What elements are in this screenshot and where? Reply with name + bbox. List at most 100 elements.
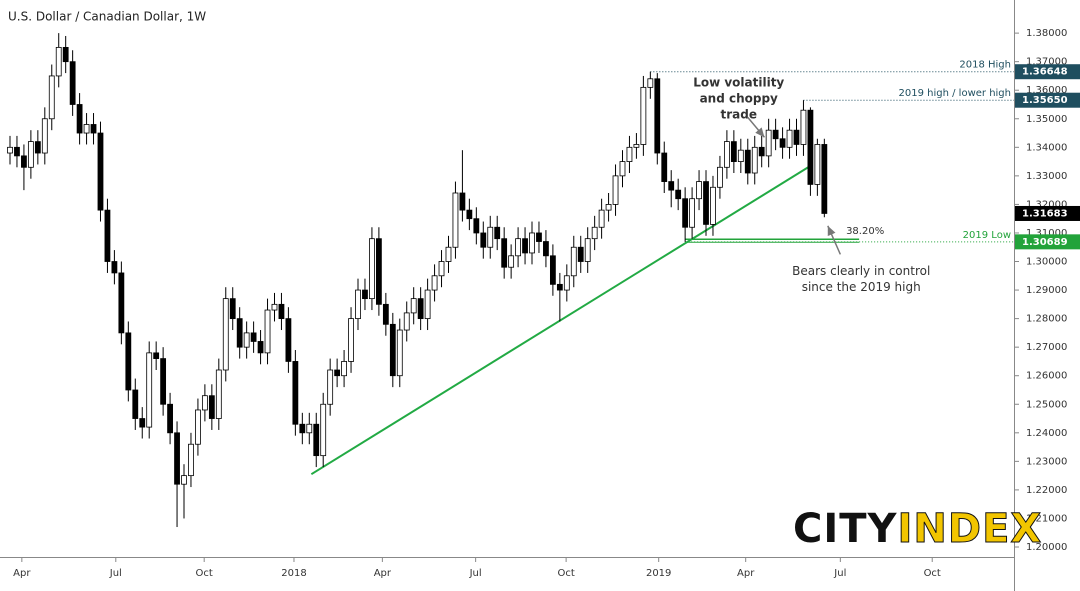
candle-body xyxy=(605,204,612,211)
candle-body xyxy=(570,246,577,277)
x-tick-label: Oct xyxy=(557,568,574,579)
candle-body xyxy=(549,255,556,285)
candle-body xyxy=(104,209,111,262)
logo: CITYINDEX xyxy=(793,506,1042,552)
candle-body xyxy=(264,309,271,354)
candle-body xyxy=(661,152,668,182)
price-tag xyxy=(1015,234,1080,250)
candle-body xyxy=(814,144,821,185)
candle-body xyxy=(480,232,487,248)
price-tag xyxy=(1015,92,1080,108)
candle-body xyxy=(236,318,243,348)
candle-body xyxy=(313,423,320,457)
level-name: 2019 Low xyxy=(963,230,1011,241)
candle-body xyxy=(90,124,97,134)
candle-body xyxy=(508,255,515,268)
candle-body xyxy=(612,175,619,205)
candle-body xyxy=(675,189,682,200)
candle-body xyxy=(563,275,570,291)
candle-body xyxy=(751,146,758,174)
candle-body xyxy=(619,161,626,177)
candle-body xyxy=(327,369,334,405)
candle-body xyxy=(424,289,431,320)
candle-body xyxy=(76,104,83,134)
x-tick-label: 2018 xyxy=(281,568,306,579)
candle-body xyxy=(48,75,55,120)
candle-body xyxy=(215,369,222,419)
candle-body xyxy=(229,298,236,320)
candle-body xyxy=(21,155,27,168)
candle-body xyxy=(737,149,744,162)
candle-body xyxy=(466,209,473,220)
candle-body xyxy=(355,289,361,320)
candle-body xyxy=(800,109,807,145)
candle-body xyxy=(723,141,730,168)
candle-body xyxy=(793,129,800,145)
candle-body xyxy=(689,198,695,228)
candle-body xyxy=(640,86,647,145)
x-tick-label: Oct xyxy=(196,568,213,579)
candle-body xyxy=(257,341,264,354)
y-tick-label: 1.33000 xyxy=(1026,171,1067,182)
x-tick-label: Jul xyxy=(469,568,482,579)
candle-body xyxy=(222,298,229,371)
candle-body xyxy=(522,238,528,254)
price-tag-label: 1.30689 xyxy=(1022,237,1068,248)
candle-body xyxy=(494,226,501,240)
candle-body xyxy=(487,226,494,248)
candle-body xyxy=(243,332,250,348)
y-tick-label: 1.32000 xyxy=(1026,199,1067,210)
x-tick-label: Oct xyxy=(924,568,941,579)
candle-body xyxy=(348,318,354,362)
candle-body xyxy=(710,186,716,225)
candle-body xyxy=(696,181,702,200)
candle-body xyxy=(556,283,563,291)
price-tag-label: 1.35650 xyxy=(1022,95,1068,106)
annotation-arrow xyxy=(827,225,842,255)
trendline xyxy=(310,165,811,476)
y-tick-label: 1.24000 xyxy=(1026,428,1067,439)
price-tag xyxy=(1015,64,1080,80)
candle-body xyxy=(7,146,13,154)
candle-body xyxy=(27,141,34,168)
y-tick-label: 1.22000 xyxy=(1026,485,1067,496)
candle-body xyxy=(14,146,20,157)
candle-body xyxy=(153,352,160,359)
candle-body xyxy=(654,78,661,154)
x-tick-label: Apr xyxy=(374,568,392,579)
candle-body xyxy=(529,232,535,254)
candle-body xyxy=(501,238,508,268)
candle-body xyxy=(598,209,605,228)
candle-body xyxy=(765,129,772,157)
x-tick-label: Apr xyxy=(737,568,755,579)
y-tick-label: 1.31000 xyxy=(1026,228,1067,239)
y-tick-label: 1.30000 xyxy=(1026,257,1067,268)
candle-body xyxy=(299,423,306,434)
candle-body xyxy=(717,166,723,188)
candle-body xyxy=(125,332,132,391)
y-tick-label: 1.26000 xyxy=(1026,371,1067,382)
candle-body xyxy=(396,329,403,377)
candle-body xyxy=(292,361,299,425)
candle-body xyxy=(515,238,521,257)
candle-body xyxy=(584,238,591,262)
y-tick-label: 1.38000 xyxy=(1026,28,1067,39)
candle-body xyxy=(369,238,375,300)
y-tick-label: 1.25000 xyxy=(1026,399,1067,410)
level-name: 2019 high / lower high xyxy=(899,88,1011,99)
candle-body xyxy=(83,124,90,134)
x-tick-label: Jul xyxy=(833,568,846,579)
y-tick-label: 1.27000 xyxy=(1026,342,1067,353)
candle-body xyxy=(577,246,584,262)
candle-body xyxy=(55,46,62,77)
y-tick-label: 1.37000 xyxy=(1026,57,1067,68)
candle-body xyxy=(786,129,793,148)
annotation-text: Low volatility xyxy=(693,76,784,90)
candle-body xyxy=(382,303,389,325)
price-tag-label: 1.36648 xyxy=(1022,67,1068,78)
fib-label: 38.20% xyxy=(846,226,884,237)
x-tick-label: Jul xyxy=(109,568,122,579)
level-name: 2018 High xyxy=(959,60,1011,71)
candle-body xyxy=(306,423,313,434)
candle-body xyxy=(195,409,201,445)
